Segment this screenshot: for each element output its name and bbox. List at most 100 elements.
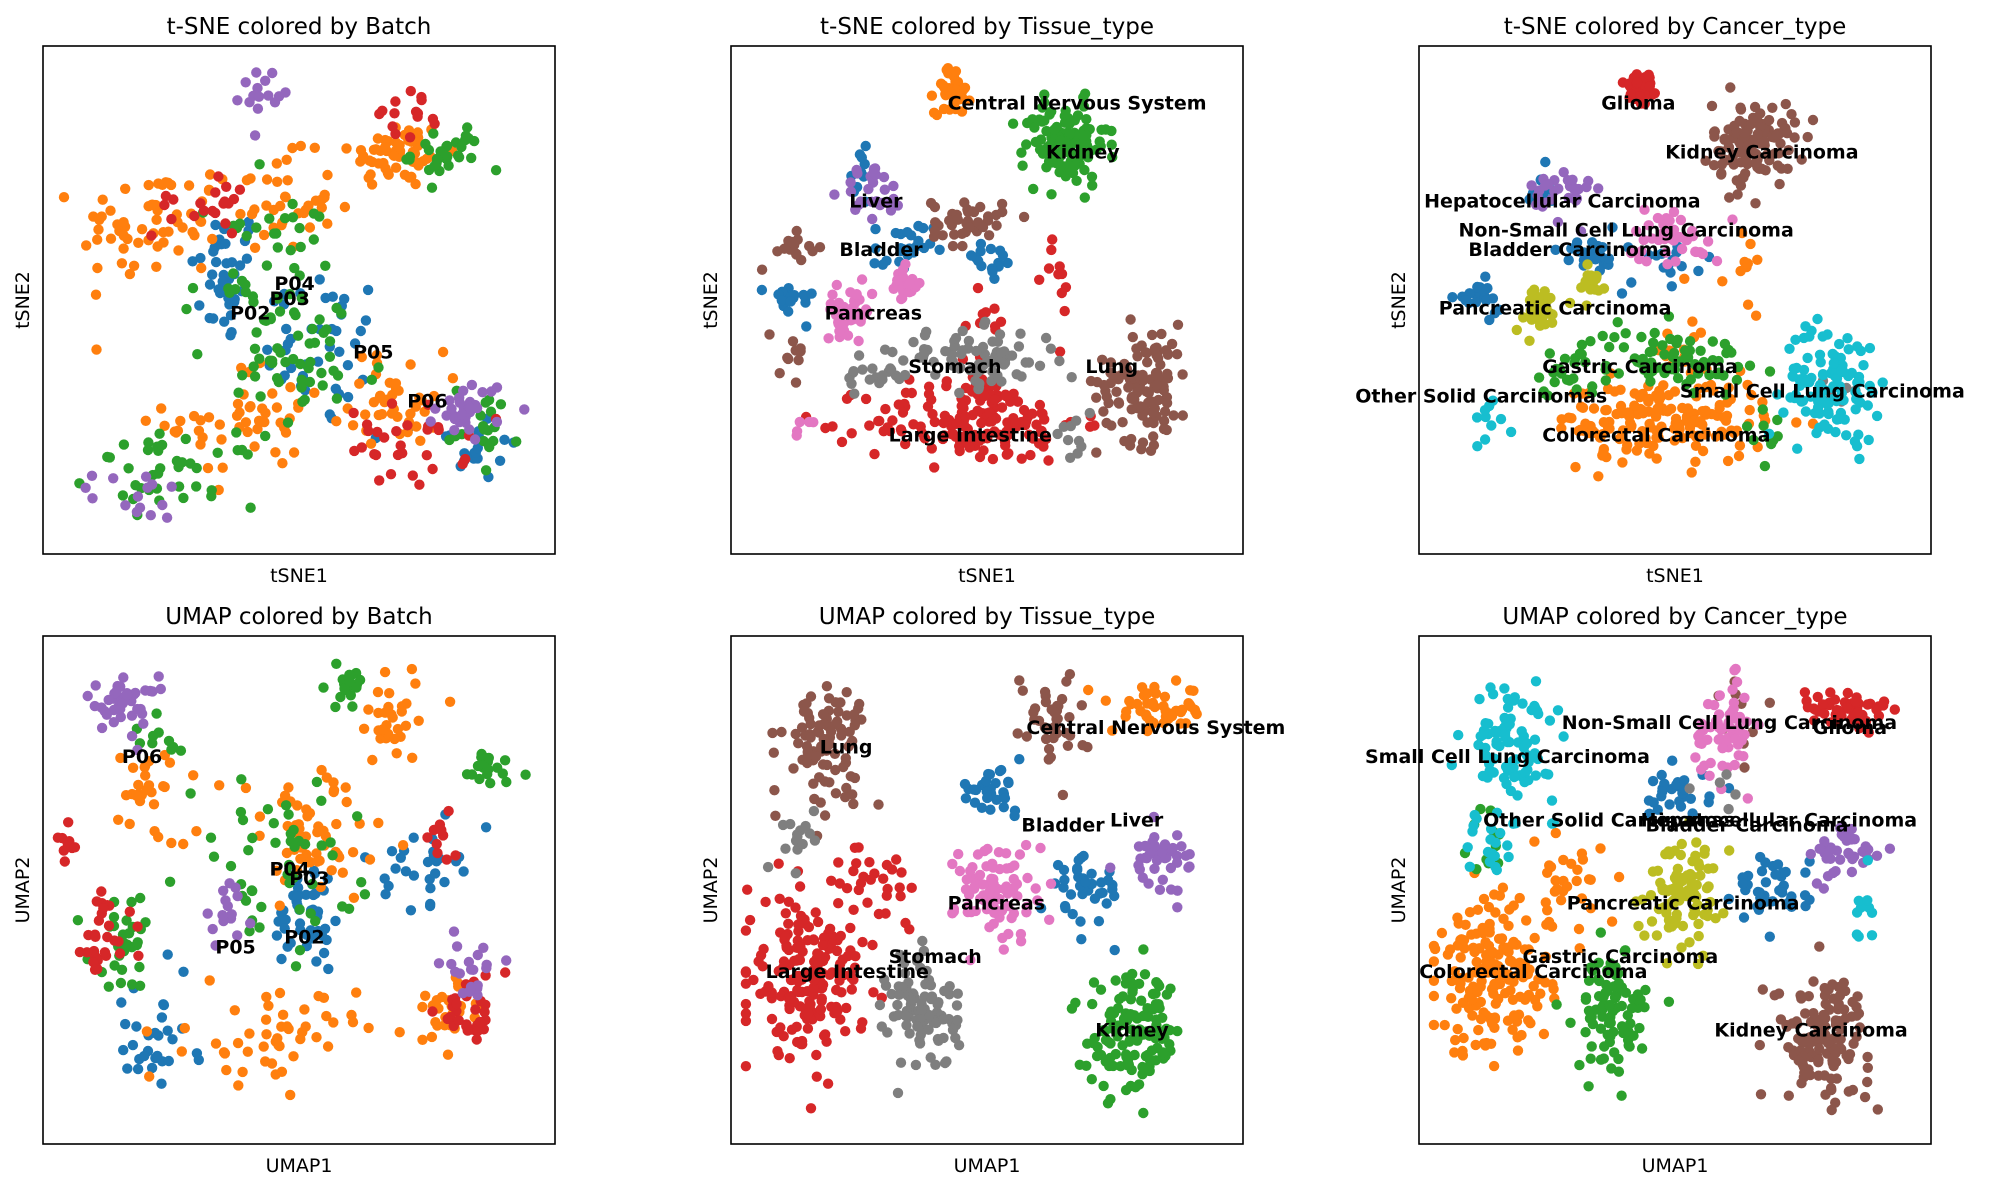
scatter-point [1828, 1059, 1840, 1070]
scatter-point [464, 403, 476, 414]
scatter-point [1164, 1039, 1175, 1050]
cluster-label: Gastric Carcinoma [1542, 356, 1738, 378]
scatter-point [1687, 808, 1698, 819]
scatter-point [802, 1023, 814, 1034]
scatter-panel: t-SNE colored by Cancer_typetSNE1tSNE2Bl… [1355, 14, 1965, 587]
scatter-point [1553, 183, 1564, 194]
scatter-point [780, 843, 791, 854]
scatter-point [1807, 114, 1819, 126]
scatter-point [342, 391, 354, 403]
scatter-point [1015, 928, 1027, 940]
scatter-point [378, 157, 389, 169]
scatter-point [1087, 180, 1098, 191]
scatter-point [833, 706, 844, 717]
scatter-point [841, 393, 853, 404]
scatter-point [461, 1021, 472, 1032]
scatter-point [1714, 690, 1726, 701]
scatter-point [1490, 998, 1502, 1009]
scatter-point [1817, 1027, 1828, 1038]
scatter-point [1580, 994, 1592, 1005]
scatter-point [291, 865, 303, 876]
scatter-point [879, 184, 890, 195]
scatter-point [1718, 908, 1729, 919]
scatter-point [1624, 1041, 1635, 1052]
scatter-point [151, 261, 162, 272]
scatter-point [337, 867, 348, 878]
scatter-point [132, 703, 143, 715]
scatter-point [816, 993, 827, 1004]
scatter-point [1514, 892, 1525, 904]
scatter-point [1685, 793, 1697, 804]
scatter-point [387, 712, 398, 723]
scatter-point [820, 1029, 831, 1040]
scatter-point [58, 192, 70, 203]
scatter-point [1655, 877, 1666, 888]
scatter-point [982, 211, 994, 222]
scatter-point [295, 853, 306, 864]
scatter-point [1720, 415, 1732, 426]
scatter-point [1479, 405, 1491, 416]
scatter-point [328, 785, 340, 796]
scatter-point [151, 214, 162, 225]
scatter-point [311, 956, 322, 967]
scatter-point [892, 999, 903, 1011]
scatter-point [168, 194, 179, 205]
scatter-point [1862, 1062, 1874, 1074]
scatter-point [420, 990, 431, 1001]
scatter-point [1056, 287, 1068, 299]
scatter-point [1454, 983, 1466, 994]
scatter-point [442, 1013, 453, 1025]
scatter-point [755, 950, 767, 961]
scatter-point [1157, 1012, 1168, 1023]
scatter-point [191, 481, 202, 492]
scatter-point [307, 323, 318, 335]
scatter-point [845, 177, 856, 188]
scatter-point [400, 866, 412, 877]
scatter-point [1863, 727, 1875, 738]
scatter-point [1851, 1010, 1862, 1021]
scatter-point [1480, 718, 1491, 729]
scatter-point [235, 806, 247, 818]
scatter-point [282, 941, 293, 952]
scatter-point [317, 380, 328, 391]
scatter-point [913, 220, 924, 232]
scatter-point [939, 430, 950, 441]
scatter-point [1817, 331, 1828, 342]
scatter-point [294, 270, 305, 281]
scatter-point [853, 884, 864, 896]
scatter-point [108, 717, 120, 728]
scatter-point [210, 207, 221, 219]
scatter-point [892, 275, 903, 286]
panel-title: UMAP colored by Tissue_type [819, 604, 1156, 630]
scatter-point [1671, 913, 1682, 924]
scatter-point [998, 944, 1009, 955]
scatter-point [347, 1017, 359, 1028]
scatter-point [495, 399, 507, 410]
scatter-point [1859, 1091, 1871, 1103]
scatter-point [391, 426, 402, 437]
scatter-point [373, 817, 384, 829]
scatter-point [1509, 771, 1520, 783]
scatter-point [845, 922, 856, 934]
scatter-point [312, 356, 324, 367]
scatter-point [335, 691, 346, 703]
scatter-point [322, 169, 333, 181]
scatter-point [93, 915, 105, 926]
scatter-point [1018, 404, 1030, 416]
scatter-point [1134, 1024, 1146, 1035]
scatter-point [406, 663, 418, 675]
scatter-point [1613, 1066, 1625, 1077]
scatter-point [322, 873, 333, 884]
scatter-point [991, 794, 1002, 805]
scatter-point [1499, 712, 1510, 724]
scatter-point [1505, 985, 1516, 996]
scatter-point [304, 808, 316, 819]
scatter-point [444, 395, 455, 406]
scatter-point [1172, 902, 1183, 913]
scatter-point [1126, 1064, 1137, 1076]
scatter-point [1176, 841, 1187, 852]
scatter-point [1742, 379, 1753, 391]
cluster-label: Central Nervous System [948, 93, 1207, 115]
scatter-point [952, 214, 964, 225]
scatter-point [285, 1089, 296, 1101]
